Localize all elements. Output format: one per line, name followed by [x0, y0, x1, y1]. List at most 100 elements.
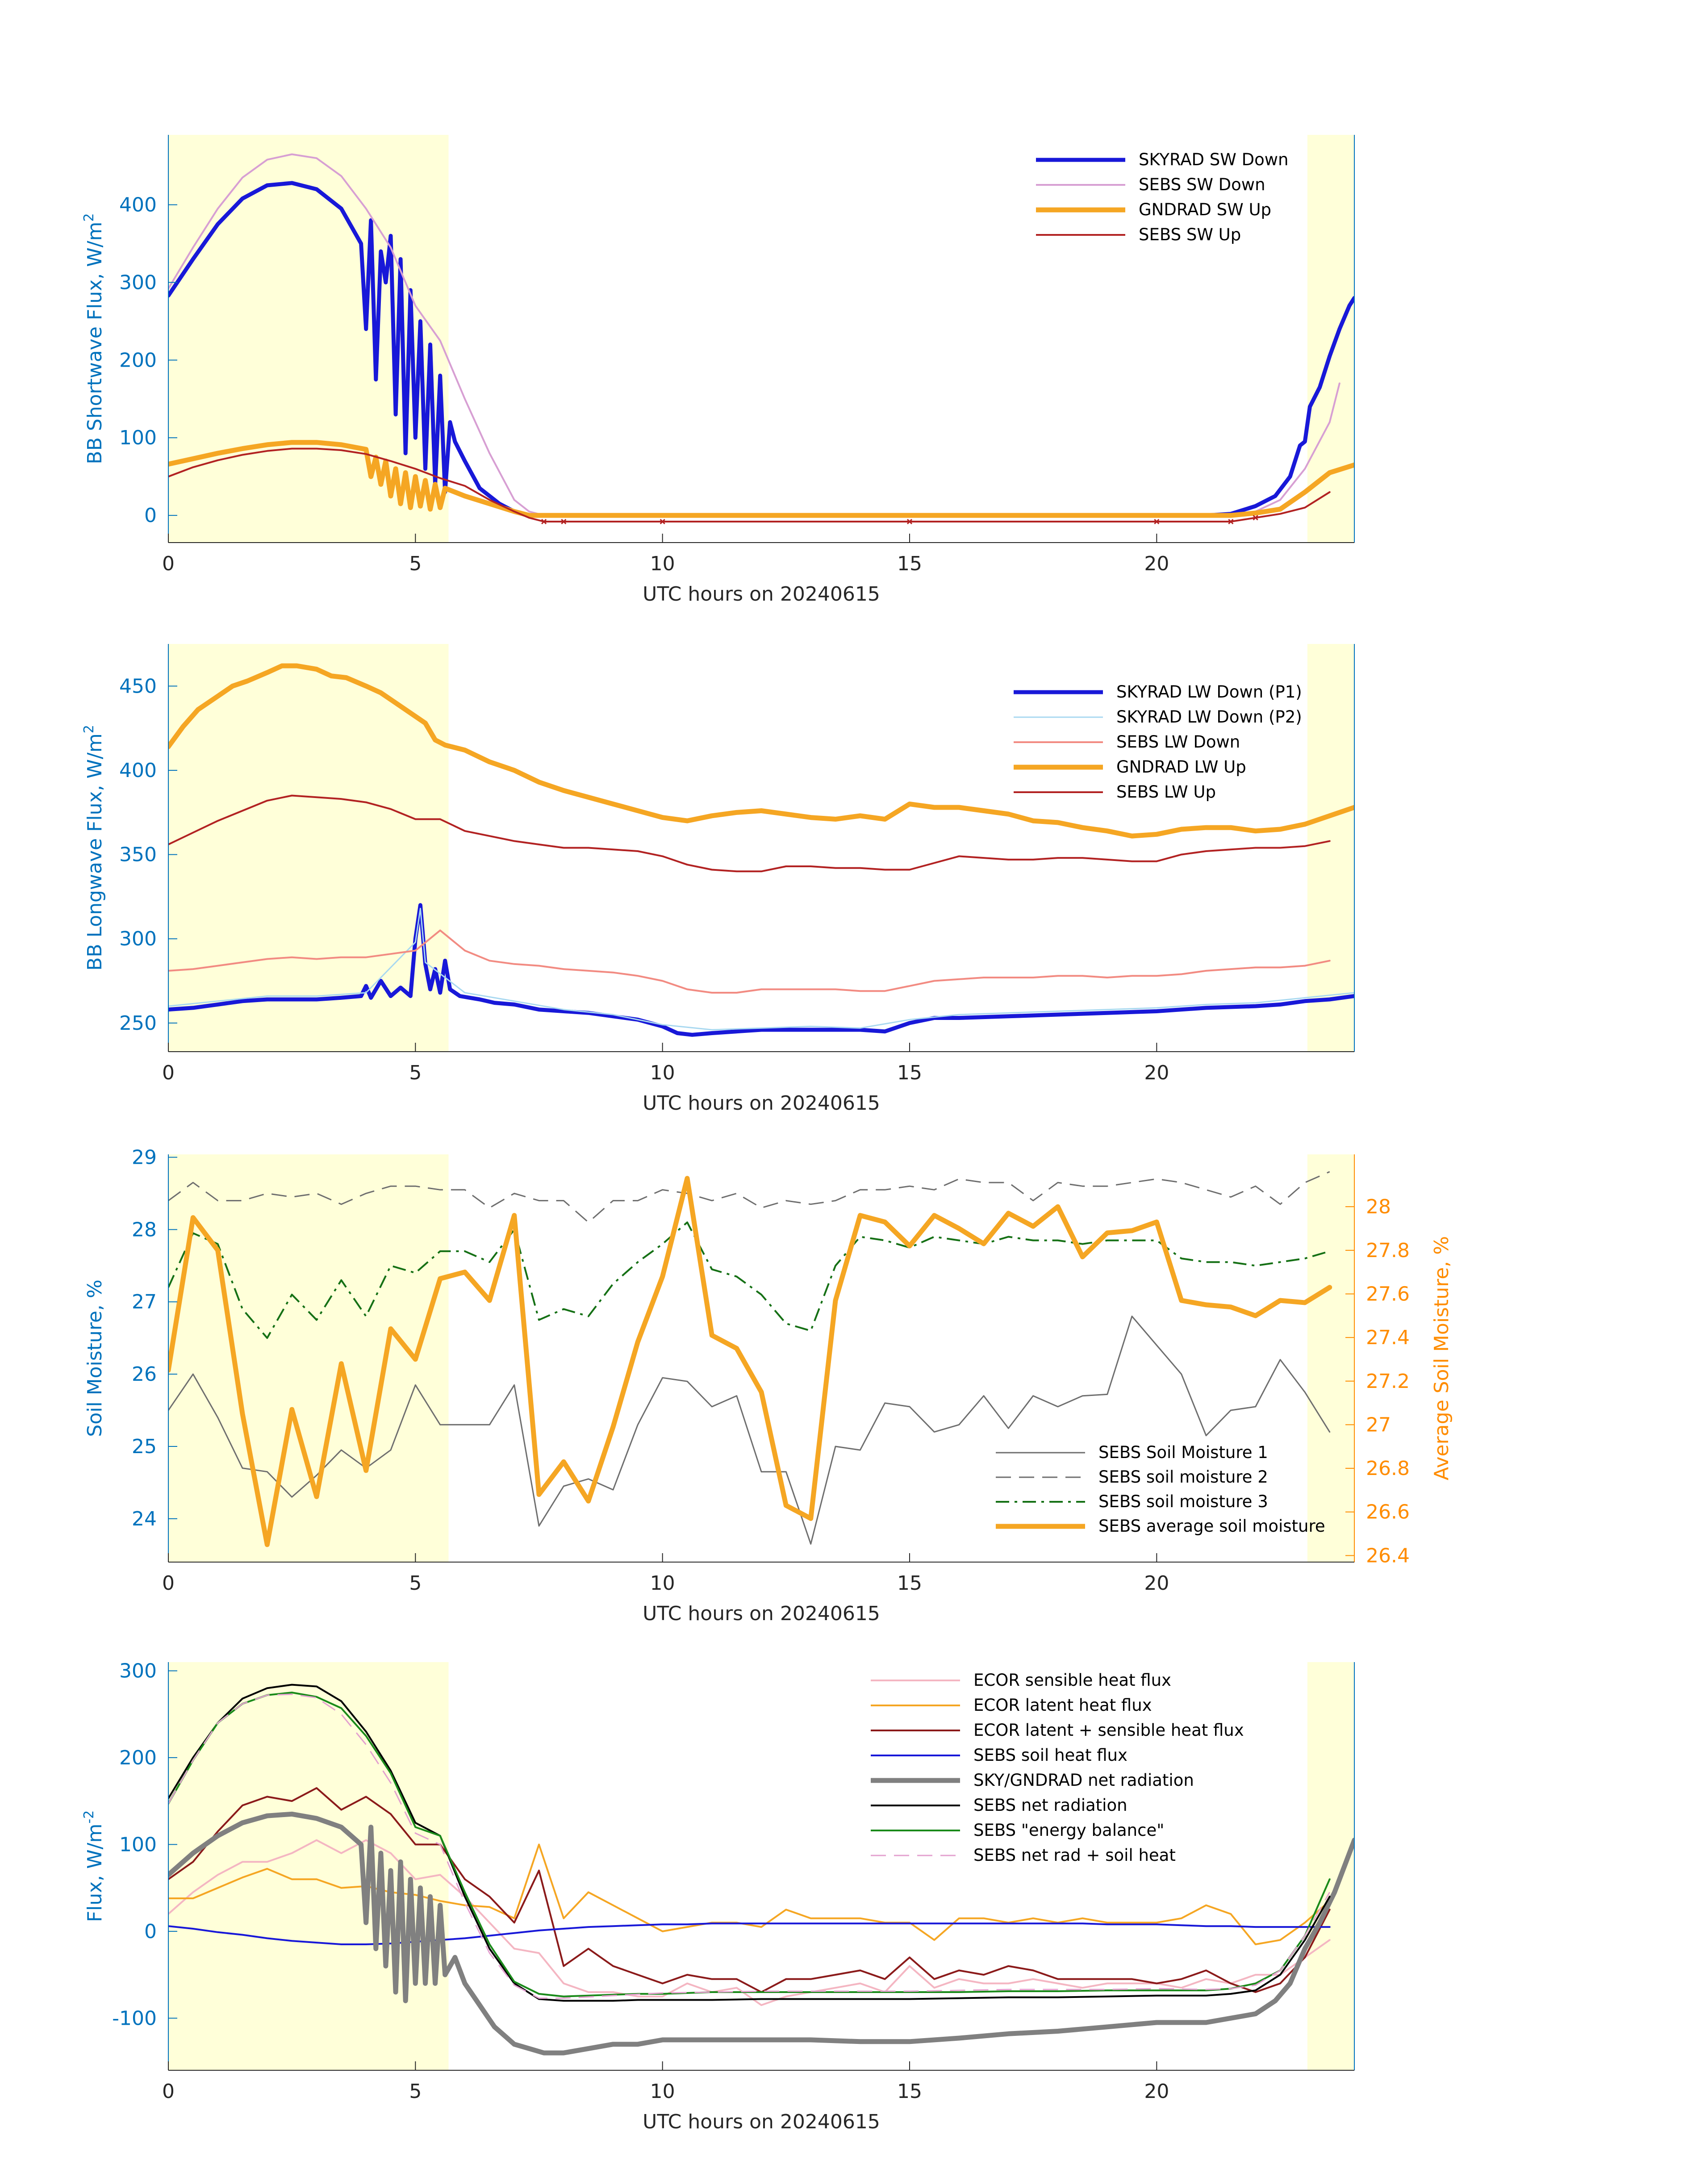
series-group: [168, 153, 1354, 525]
x-tick-label: 15: [897, 552, 922, 575]
y2-tick-label: 26.6: [1366, 1501, 1410, 1524]
y2-tick-label: 27: [1366, 1413, 1391, 1436]
night-shade-1: [168, 644, 449, 1052]
x-tick-label: 0: [162, 552, 175, 575]
legend: SKYRAD SW Down SEBS SW Down GNDRAD SW Up SE…: [1036, 150, 1288, 244]
legend-label-4: SEBS average soil moisture: [1098, 1517, 1325, 1536]
x-tick-label: 10: [650, 2080, 675, 2103]
y-tick-label: 0: [144, 1920, 157, 1943]
series-line-3: [168, 1221, 1330, 1339]
series-line-6: [168, 1684, 1331, 2002]
y-tick-label: 28: [132, 1218, 157, 1241]
series-line-1: [168, 181, 1354, 518]
night-shade-2: [1307, 644, 1354, 1052]
x-tick-label: 20: [1144, 552, 1169, 575]
series-line-2: [168, 1171, 1330, 1223]
x-axis-label: UTC hours on 20240615: [643, 2110, 880, 2133]
legend-label-8: SEBS net rad + soil heat: [973, 1846, 1176, 1865]
series-line-4: [168, 663, 1354, 839]
y-axis-label-superscript: 2: [81, 213, 97, 221]
night-shade-1: [168, 1154, 449, 1562]
y-tick-label: 0: [144, 504, 157, 527]
y2-tick-label: 26.4: [1366, 1544, 1410, 1567]
y-axis-label: Flux, W/m-2: [81, 1810, 106, 1922]
x-tick-label: 5: [409, 1061, 422, 1084]
x-tick-label: 0: [162, 1061, 175, 1084]
series-group: [168, 1684, 1354, 2056]
y-tick-label: 25: [132, 1435, 157, 1458]
y-tick-label: 250: [119, 1012, 157, 1035]
series-line-1: [168, 1316, 1331, 1545]
series-line-2: [168, 907, 1354, 1031]
x-tick-label: 10: [650, 1061, 675, 1084]
legend-label-4: GNDRAD LW Up: [1116, 757, 1246, 777]
y-tick-label: 300: [119, 928, 157, 950]
y-axis-label-text: Flux, W/m: [84, 1824, 106, 1922]
y-axis-label-superscript: 2: [81, 725, 97, 733]
legend-label-2: SKYRAD LW Down (P2): [1116, 707, 1302, 727]
x-tick-label: 0: [162, 1572, 175, 1595]
x-axis-label: UTC hours on 20240615: [643, 1092, 880, 1115]
legend-label-3: GNDRAD SW Up: [1139, 200, 1271, 219]
x-tick-label: 10: [650, 1572, 675, 1595]
y2-tick-label: 27.4: [1366, 1326, 1410, 1349]
y-tick-label: 400: [119, 194, 157, 217]
night-shade-2: [1307, 1662, 1354, 2070]
x-tick-label: 10: [650, 552, 675, 575]
y2-axis-label: Average Soil Moisture, %: [1430, 1236, 1453, 1480]
y-tick-label: 450: [119, 675, 157, 698]
series-line-5: [168, 1811, 1354, 2056]
x-tick-label: 15: [897, 1572, 922, 1595]
series-marker: [561, 518, 567, 525]
y-tick-label: -100: [112, 2007, 157, 2030]
y-axis-label-text: BB Shortwave Flux, W/m: [84, 221, 106, 464]
y2-tick-label: 28: [1366, 1195, 1391, 1218]
legend-label-1: SEBS Soil Moisture 1: [1098, 1443, 1268, 1462]
y-tick-label: 200: [119, 1747, 157, 1769]
y2-tick-label: 27.8: [1366, 1239, 1410, 1262]
y-tick-label: 300: [119, 271, 157, 294]
legend-label-1: SKYRAD SW Down: [1139, 150, 1288, 169]
y-axis-label: BB Longwave Flux, W/m2: [81, 725, 106, 971]
chart-panel-4: 0 5 10 15 20 -100 0 100 200 300 UTC hours on 20240…: [81, 1659, 1355, 2133]
series-line-8: [168, 1693, 1331, 1999]
y-axis-label: BB Shortwave Flux, W/m2: [81, 213, 106, 464]
series-marker: [1228, 518, 1234, 525]
y-axis-label: Soil Moisture, %: [84, 1279, 106, 1437]
y-tick-label: 100: [119, 426, 157, 449]
night-shade-2: [1307, 1154, 1354, 1562]
x-tick-label: 15: [897, 1061, 922, 1084]
series-marker: [660, 518, 665, 525]
legend-label-7: SEBS "energy balance": [973, 1821, 1164, 1840]
legend-label-6: SEBS net radiation: [973, 1796, 1128, 1815]
legend-label-4: SEBS soil heat flux: [973, 1746, 1128, 1765]
legend-label-2: SEBS SW Down: [1139, 175, 1265, 194]
y2-tick-label: 27.2: [1366, 1370, 1410, 1393]
x-tick-label: 20: [1144, 1061, 1169, 1084]
legend-label-3: SEBS LW Down: [1116, 732, 1240, 752]
series-line-4: [168, 447, 1331, 522]
series-line-4: [168, 1922, 1331, 1945]
y-axis-label-text: Soil Moisture, %: [84, 1279, 106, 1437]
legend: ECOR sensible heat flux ECOR latent heat …: [871, 1671, 1244, 1865]
y-tick-label: 27: [132, 1291, 157, 1313]
y2-tick-label: 26.8: [1366, 1457, 1410, 1480]
series-line-3: [168, 1787, 1331, 1993]
legend-label-2: ECOR latent heat flux: [973, 1696, 1152, 1715]
series-group: [168, 1171, 1332, 1547]
x-tick-label: 5: [409, 2080, 422, 2103]
chart-panel-3: 0 5 10 15 20 24 25 26 27 28 29 26.4 26.6 26.8 27 27.2 27…: [84, 1146, 1453, 1625]
x-axis-label: UTC hours on 20240615: [643, 583, 880, 606]
x-axis-label: UTC hours on 20240615: [643, 1602, 880, 1625]
y-tick-label: 29: [132, 1146, 157, 1169]
legend-label-1: ECOR sensible heat flux: [973, 1671, 1171, 1690]
legend-label-5: SKY/GNDRAD net radiation: [973, 1771, 1194, 1790]
y-tick-label: 300: [119, 1659, 157, 1682]
y-tick-label: 200: [119, 349, 157, 372]
series-marker: [1253, 515, 1258, 521]
y-tick-label: 24: [132, 1508, 157, 1530]
night-shade-2: [1307, 135, 1354, 543]
x-tick-label: 5: [409, 552, 422, 575]
